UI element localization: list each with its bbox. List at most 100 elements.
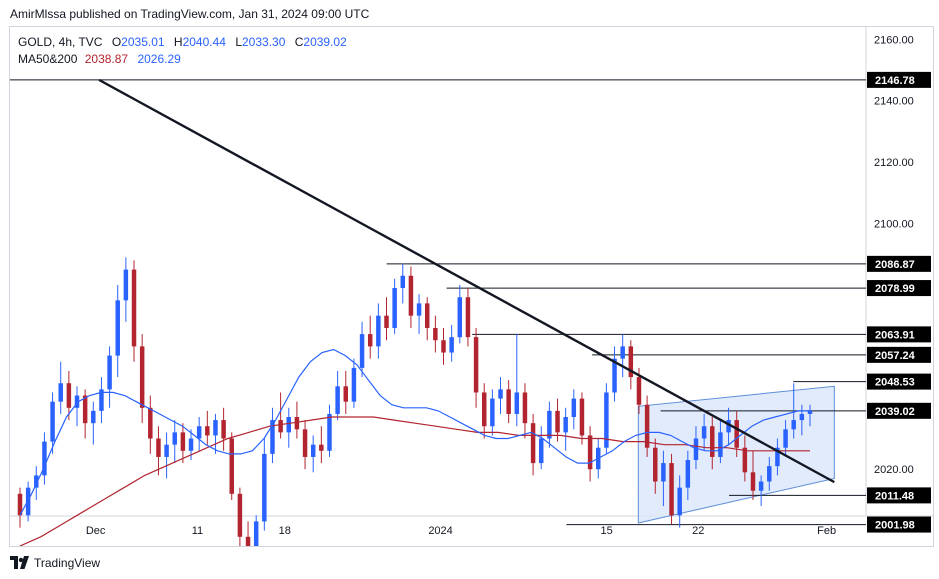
candle-body-20 (180, 432, 186, 451)
candle-body-46 (392, 288, 397, 328)
candle-body-18 (164, 444, 169, 457)
candle-body-44 (376, 315, 381, 347)
level-label-text-8: 2001.98 (875, 520, 915, 532)
candle-body-45 (384, 315, 389, 328)
level-label-box-6 (867, 402, 931, 419)
candle-body-56 (473, 337, 479, 393)
candle-body-58 (490, 398, 495, 427)
candle-body-21 (188, 438, 194, 451)
candle-body-67 (563, 417, 568, 433)
level-label-box-3 (867, 326, 931, 343)
legend-ohlc-row: GOLD, 4h, TVC O2035.01 H2040.44 L2033.30… (18, 34, 347, 51)
candle-body-34 (294, 417, 300, 430)
level-label-text-3: 2063.91 (875, 329, 915, 341)
candle-body-94 (783, 429, 788, 448)
descending-trendline (98, 78, 835, 484)
candle-body-0 (17, 493, 23, 516)
candle-body-51 (433, 327, 438, 341)
candle-body-3 (42, 441, 47, 476)
candle-body-25 (221, 420, 226, 439)
candle-body-60 (506, 389, 511, 414)
x-tick-label: 11 (192, 525, 203, 537)
candle-body-17 (156, 438, 161, 457)
legend-low-label: L (235, 35, 242, 49)
candle-body-33 (286, 417, 292, 433)
candle-body-41 (351, 367, 357, 402)
candle-body-74 (620, 346, 625, 359)
level-label-box-4 (867, 346, 931, 363)
candle-body-72 (604, 392, 609, 448)
candle-body-12 (115, 300, 120, 356)
candle-body-95 (791, 420, 796, 430)
legend-symbol: GOLD, 4h, TVC (18, 35, 103, 49)
candle-body-5 (58, 383, 63, 402)
level-label-box-1 (867, 255, 931, 272)
candle-body-54 (457, 297, 463, 338)
candle-body-65 (547, 410, 552, 439)
candle-body-73 (612, 358, 617, 393)
legend-ma-row: MA50&200 2038.87 2026.29 (18, 51, 347, 68)
candle-body-31 (270, 420, 275, 454)
candle-body-13 (123, 269, 129, 301)
legend-ma50-value: 2038.87 (84, 52, 129, 66)
legend-close-label: C (294, 35, 304, 49)
candle-body-2 (34, 475, 39, 488)
candle-body-36 (310, 444, 316, 457)
candle-body-93 (775, 447, 780, 467)
candle-body-76 (636, 377, 642, 405)
x-tick-label: Dec (86, 525, 106, 537)
candle-body-15 (139, 346, 145, 408)
candle-body-19 (172, 432, 177, 445)
candle-body-90 (750, 472, 756, 491)
legend-high-value: 2040.44 (182, 35, 226, 49)
footer-brand[interactable]: TradingView (10, 554, 100, 572)
candle-body-52 (441, 340, 446, 353)
candle-body-30 (262, 453, 267, 522)
y-tick-label: 2120.00 (874, 157, 914, 169)
candle-body-22 (196, 426, 202, 439)
level-label-text-5: 2048.53 (875, 377, 915, 389)
candle-body-6 (66, 383, 72, 408)
candle-body-96 (799, 413, 805, 421)
candle-body-57 (481, 392, 487, 427)
candle-body-80 (669, 463, 674, 516)
publication-attribution: AmirMlssa published on TradingView.com, … (10, 7, 370, 21)
candle-body-24 (213, 420, 218, 436)
chart-pane[interactable]: 2160.00 2140.00 2120.00 2100.00 2020.00 2146.… (9, 26, 934, 547)
y-tick-label: 2100.00 (874, 219, 914, 231)
candle-body-10 (99, 389, 104, 411)
x-tick-label: 22 (692, 525, 704, 537)
x-tick-label: 15 (601, 525, 613, 537)
candle-body-27 (237, 493, 243, 537)
candle-body-1 (25, 487, 31, 516)
candle-body-11 (107, 355, 112, 390)
candle-body-64 (538, 438, 544, 464)
candle-body-75 (628, 346, 634, 378)
price-chart[interactable]: 2160.00 2140.00 2120.00 2100.00 2020.00 2146.… (10, 27, 933, 546)
candle-body-84 (701, 426, 707, 439)
candle-body-85 (710, 426, 715, 457)
x-tick-label: Feb (817, 525, 836, 537)
legend-ma200-value: 2026.29 (137, 52, 181, 66)
candle-body-4 (50, 401, 55, 442)
candle-body-43 (367, 334, 373, 347)
level-label-text-7: 2011.48 (875, 490, 914, 502)
level-label-text-1: 2086.87 (875, 259, 915, 271)
candle-body-16 (148, 407, 153, 439)
x-tick-label: 18 (279, 525, 291, 537)
candle-body-42 (359, 334, 365, 368)
candle-body-26 (229, 438, 234, 494)
candle-body-86 (718, 432, 723, 457)
candle-body-14 (131, 269, 137, 347)
legend-low-value: 2033.30 (242, 35, 286, 49)
candle-body-49 (416, 303, 422, 316)
level-label-text-2: 2078.99 (875, 283, 915, 295)
candle-body-62 (522, 392, 528, 424)
tradingview-logo-icon (10, 556, 29, 569)
legend-close-value: 2039.02 (303, 35, 347, 49)
legend-ma-label: MA50&200 (18, 52, 78, 66)
candle-body-87 (726, 420, 731, 433)
candle-body-89 (742, 447, 748, 473)
candle-body-66 (555, 410, 560, 433)
candle-body-29 (253, 521, 259, 546)
